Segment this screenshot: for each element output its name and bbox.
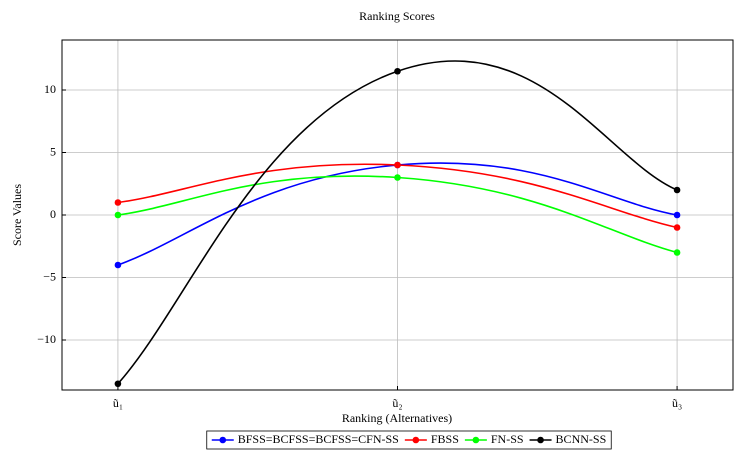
- data-point: [114, 261, 122, 269]
- legend-label: FN-SS: [491, 432, 524, 446]
- data-point: [394, 174, 401, 181]
- legend-marker: [472, 436, 480, 444]
- data-point: [673, 186, 681, 194]
- y-axis-label: Score Values: [10, 184, 24, 246]
- plot-frame: [61, 39, 734, 391]
- chart-title: Ranking Scores: [359, 9, 435, 23]
- y-tick-label: −10: [37, 332, 56, 346]
- y-tick-label: 5: [50, 144, 56, 158]
- legend: BFSS=BCFSS=BCFSS=CFN-SS FBSS FN-SS BCNN-SS: [206, 430, 612, 450]
- x-tick-label: ũ₁: [113, 396, 123, 410]
- legend-marker: [537, 436, 544, 444]
- x-axis-label: Ranking (Alternatives): [342, 411, 452, 425]
- legend-label: FBSS: [431, 432, 459, 446]
- y-tick-label: 0: [50, 207, 56, 221]
- data-point: [114, 199, 122, 206]
- data-point: [673, 224, 681, 231]
- data-point: [394, 67, 401, 75]
- legend-label: BFSS=BCFSS=BCFSS=CFN-SS: [238, 432, 399, 446]
- y-tick-label: 10: [44, 82, 56, 96]
- x-tick-label: ũ₂: [392, 396, 402, 410]
- data-point: [114, 211, 122, 219]
- legend-marker: [219, 436, 227, 444]
- data-point: [114, 380, 122, 388]
- data-point: [394, 161, 401, 169]
- data-point: [673, 211, 681, 219]
- legend-label: BCNN-SS: [556, 432, 607, 446]
- data-point: [673, 249, 681, 256]
- y-tick-label: −5: [43, 269, 56, 283]
- x-tick-label: ũ₃: [672, 396, 682, 410]
- legend-marker: [412, 436, 420, 444]
